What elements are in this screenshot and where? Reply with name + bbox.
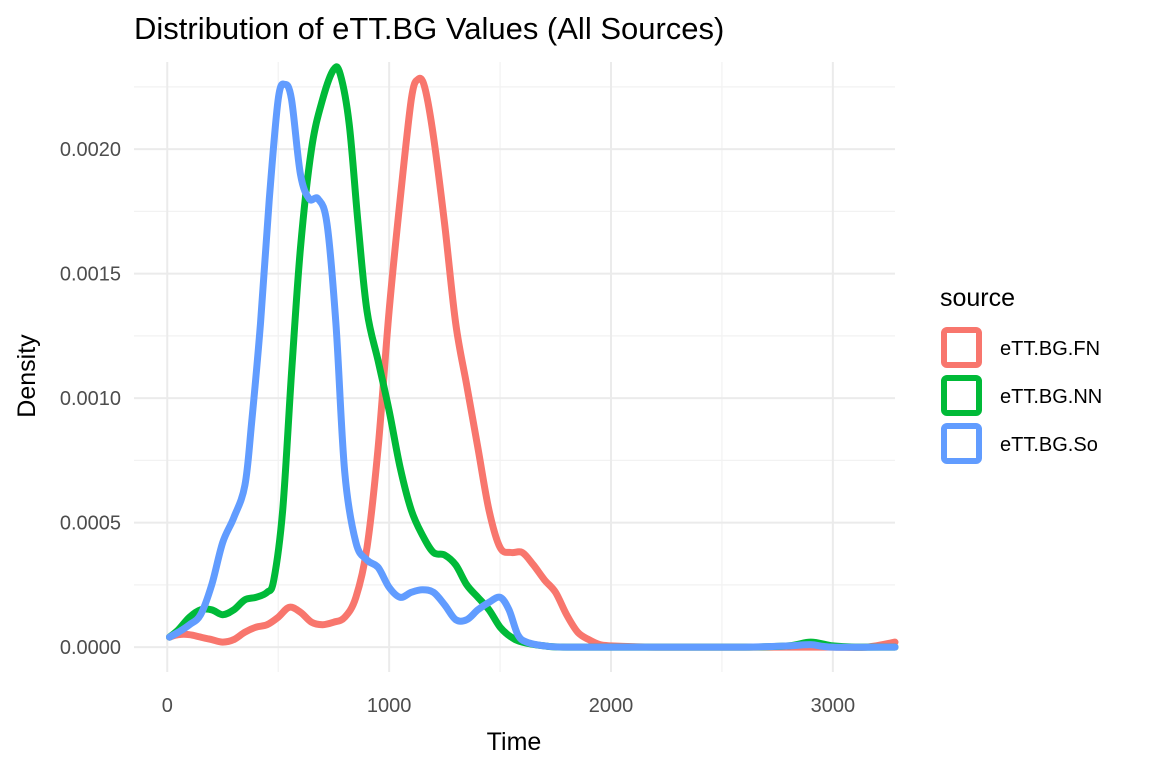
legend-label-ett-bg-fn: eTT.BG.FN bbox=[1000, 338, 1100, 360]
series-line-ett-bg-fn bbox=[166, 74, 899, 651]
y-axis-title: Density bbox=[13, 334, 41, 418]
x-tick-label: 1000 bbox=[367, 695, 412, 717]
x-tick-label: 2000 bbox=[589, 695, 634, 717]
x-axis: 0 1000 2000 3000 bbox=[162, 695, 855, 717]
legend-label-ett-bg-nn: eTT.BG.NN bbox=[1000, 386, 1102, 408]
series-layer bbox=[166, 63, 899, 651]
y-axis: 0.0000 0.0005 0.0010 0.0015 0.0020 bbox=[60, 139, 121, 659]
series-line-ett-bg-so bbox=[166, 80, 899, 651]
y-tick-label: 0.0010 bbox=[60, 388, 121, 410]
x-axis-title: Time bbox=[487, 728, 542, 756]
y-tick-label: 0.0020 bbox=[60, 139, 121, 161]
legend-key-ett-bg-nn bbox=[941, 375, 982, 416]
legend-key-ett-bg-so bbox=[941, 423, 982, 464]
legend: source eTT.BG.FN eTT.BG.NN eTT.BG.So bbox=[940, 284, 1102, 464]
y-tick-label: 0.0000 bbox=[60, 637, 121, 659]
chart-title: Distribution of eTT.BG Values (All Sourc… bbox=[134, 11, 724, 46]
legend-label-ett-bg-so: eTT.BG.So bbox=[1000, 434, 1098, 456]
grid bbox=[134, 62, 895, 672]
legend-key-ett-bg-fn bbox=[941, 327, 982, 368]
y-tick-label: 0.0015 bbox=[60, 264, 121, 286]
x-tick-label: 0 bbox=[162, 695, 173, 717]
legend-title: source bbox=[940, 284, 1015, 312]
y-tick-label: 0.0005 bbox=[60, 513, 121, 535]
x-tick-label: 3000 bbox=[811, 695, 856, 717]
